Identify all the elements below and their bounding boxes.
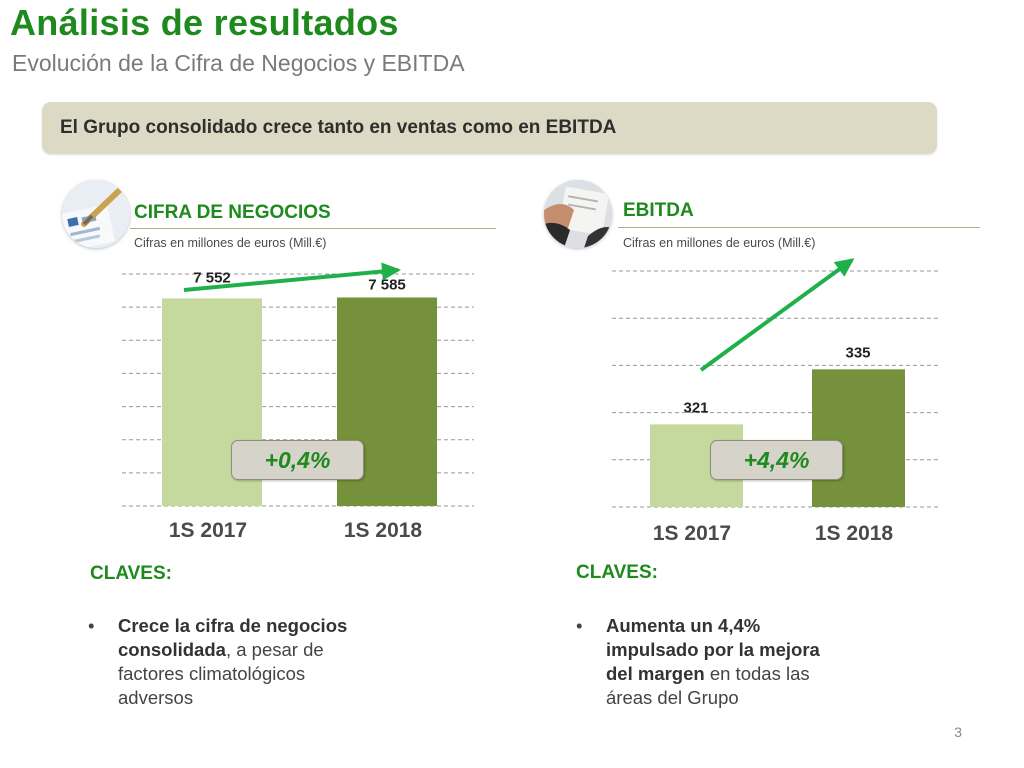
- trend-arrow-head: [381, 262, 401, 281]
- page-title: Análisis de resultados: [10, 2, 399, 43]
- data-label: 7 585: [368, 277, 406, 294]
- cifra-change-badge: +0,4%: [231, 440, 364, 480]
- trend-arrow-shaft: [183, 268, 399, 292]
- page-subtitle: Evolución de la Cifra de Negocios y EBIT…: [12, 50, 465, 76]
- bullet-cifra: • Crece la cifra de negocios consolidada…: [88, 614, 388, 714]
- category-label: 1S 2018: [815, 522, 894, 545]
- summary-banner: El Grupo consolidado crece tanto en vent…: [42, 102, 937, 154]
- data-label: 7 552: [193, 269, 231, 286]
- section-head-ebitda: EBITDA Cifras en millones de euros (Mill…: [544, 180, 984, 250]
- summary-banner-text: El Grupo consolidado crece tanto en vent…: [60, 117, 617, 138]
- ebitda-change-badge: +4,4%: [710, 440, 843, 480]
- bullet-glyph: •: [576, 615, 583, 636]
- category-label: 1S 2017: [653, 522, 731, 545]
- claves-label-ebitda: CLAVES:: [576, 562, 658, 583]
- bullet-text-cifra: Crece la cifra de negocios consolidada, …: [118, 614, 368, 710]
- units-note-cifra: Cifras en millones de euros (Mill.€): [134, 236, 327, 250]
- category-label: 1S 2018: [344, 519, 423, 542]
- bullet-rest-ebitda: en todas las áreas del Grupo: [606, 663, 810, 708]
- section-rule-ebitda: [618, 227, 980, 228]
- data-label: 335: [845, 344, 870, 361]
- bullet-bold-ebitda: Aumenta un 4,4% impulsado por la mejora …: [606, 615, 820, 684]
- trend-arrow-head: [833, 258, 855, 277]
- documents-pen-photo: [62, 180, 130, 248]
- section-rule-cifra: [130, 228, 496, 229]
- bullet-bold-cifra: Crece la cifra de negocios consolidada: [118, 615, 348, 660]
- page-number: 3: [954, 724, 962, 740]
- trend-arrow-shaft: [699, 258, 854, 372]
- bullet-rest-cifra: , a pesar de factores climatológicos adv…: [118, 639, 324, 708]
- bullet-ebitda: • Aumenta un 4,4% impulsado por la mejor…: [576, 614, 876, 714]
- section-heading-ebitda: EBITDA: [623, 200, 694, 221]
- hands-documents-photo: [544, 180, 612, 248]
- claves-label-cifra: CLAVES:: [90, 563, 172, 584]
- bullet-text-ebitda: Aumenta un 4,4% impulsado por la mejora …: [606, 614, 846, 710]
- category-label: 1S 2017: [169, 519, 247, 542]
- bullet-glyph: •: [88, 615, 95, 636]
- section-heading-cifra: CIFRA DE NEGOCIOS: [134, 202, 331, 223]
- bar-1s-2018: [812, 369, 905, 507]
- data-label: 321: [683, 399, 708, 416]
- units-note-ebitda: Cifras en millones de euros (Mill.€): [623, 236, 816, 250]
- section-head-cifra: CIFRA DE NEGOCIOS Cifras en millones de …: [62, 180, 502, 250]
